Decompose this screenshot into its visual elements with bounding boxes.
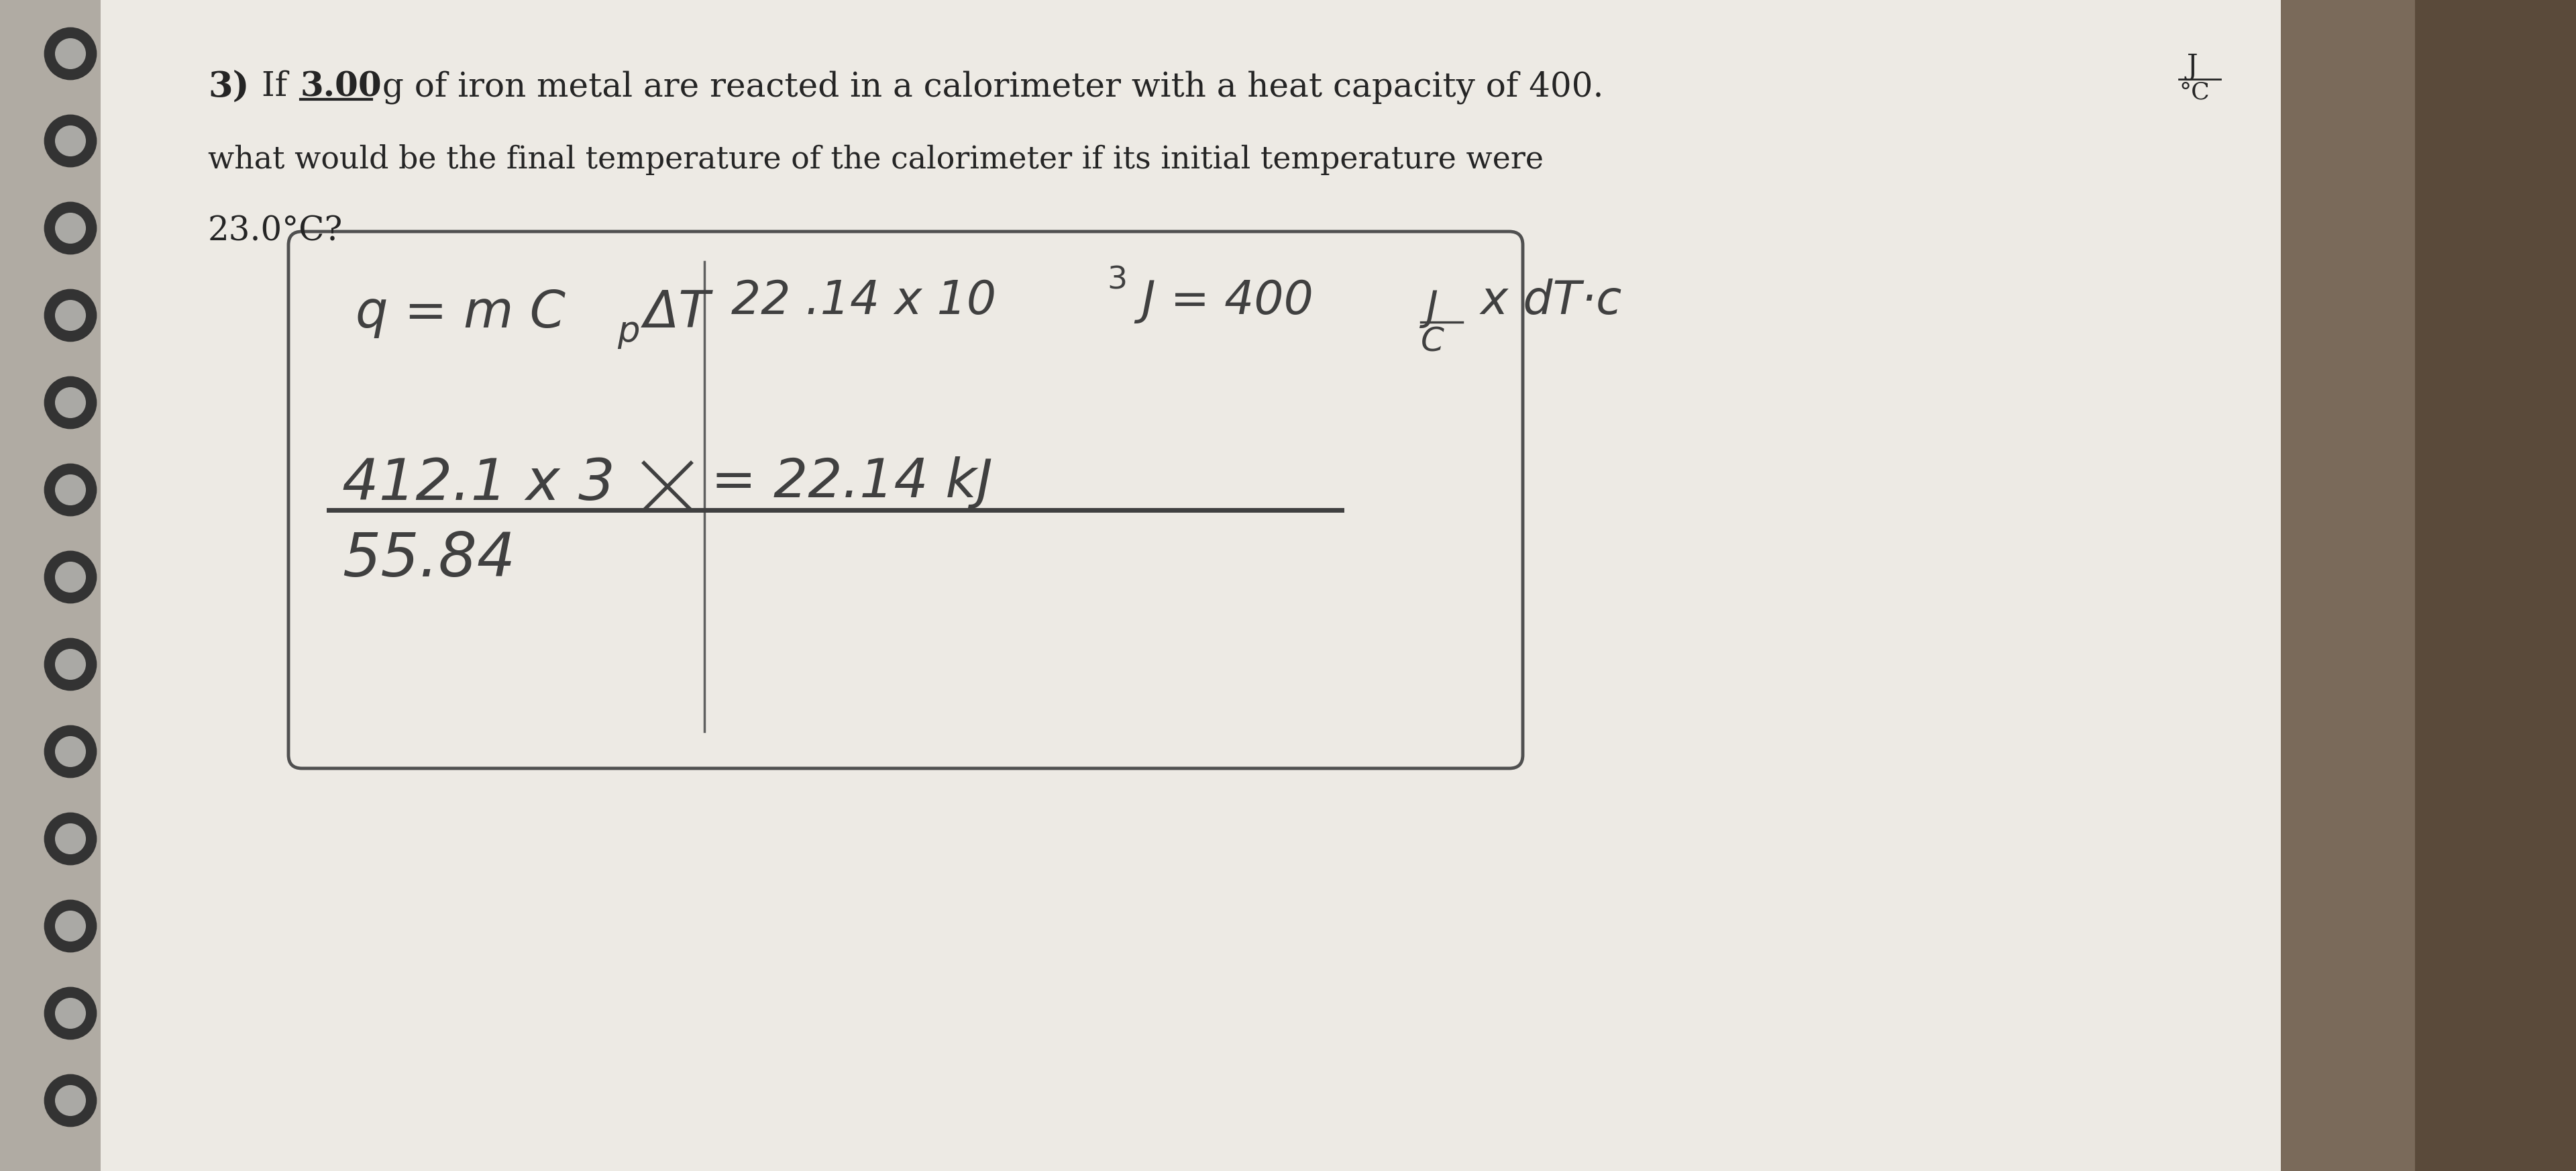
Circle shape [57, 824, 85, 854]
Circle shape [44, 1075, 95, 1127]
Text: 3: 3 [1108, 265, 1128, 295]
Circle shape [44, 900, 95, 952]
Text: 23.0°C?: 23.0°C? [209, 214, 343, 248]
Circle shape [57, 388, 85, 417]
Circle shape [57, 39, 85, 68]
Text: 3.00: 3.00 [301, 70, 381, 103]
Circle shape [57, 999, 85, 1028]
Circle shape [57, 301, 85, 330]
Text: 412.1 x 3: 412.1 x 3 [343, 457, 616, 512]
Bar [2416, 0, 2576, 1171]
Circle shape [57, 1086, 85, 1115]
Text: If: If [263, 70, 299, 104]
Circle shape [44, 988, 95, 1039]
Text: x dT·c: x dT·c [1466, 279, 1623, 323]
Bar [100, 0, 2280, 1171]
Text: p: p [618, 314, 639, 349]
Circle shape [44, 465, 95, 515]
Circle shape [57, 562, 85, 591]
Text: 3): 3) [209, 70, 250, 104]
Circle shape [57, 911, 85, 940]
Text: J: J [2187, 53, 2197, 81]
Text: = 22.14 kJ: = 22.14 kJ [711, 457, 992, 508]
Text: J: J [1425, 288, 1437, 328]
Circle shape [44, 552, 95, 603]
Circle shape [44, 290, 95, 341]
Text: C: C [1422, 326, 1445, 357]
Circle shape [57, 650, 85, 679]
Text: q = m C: q = m C [355, 288, 567, 338]
Text: ΔT: ΔT [644, 288, 711, 338]
Circle shape [44, 814, 95, 864]
Circle shape [57, 737, 85, 766]
Text: g of iron metal are reacted in a calorimeter with a heat capacity of 400.: g of iron metal are reacted in a calorim… [371, 70, 1605, 104]
Circle shape [44, 203, 95, 254]
Circle shape [57, 213, 85, 242]
Text: 55.84: 55.84 [343, 530, 515, 589]
Circle shape [44, 726, 95, 778]
Circle shape [44, 28, 95, 80]
Circle shape [44, 639, 95, 690]
Text: °C: °C [2179, 81, 2210, 103]
Text: 22 .14 x 10: 22 .14 x 10 [732, 279, 997, 323]
Bar [0, 0, 113, 1171]
Circle shape [57, 475, 85, 505]
Text: J = 400: J = 400 [1128, 279, 1314, 323]
Circle shape [44, 377, 95, 429]
Bar [2267, 0, 2576, 1171]
Circle shape [57, 126, 85, 156]
Text: what would be the final temperature of the calorimeter if its initial temperatur: what would be the final temperature of t… [209, 144, 1543, 176]
Circle shape [44, 116, 95, 166]
